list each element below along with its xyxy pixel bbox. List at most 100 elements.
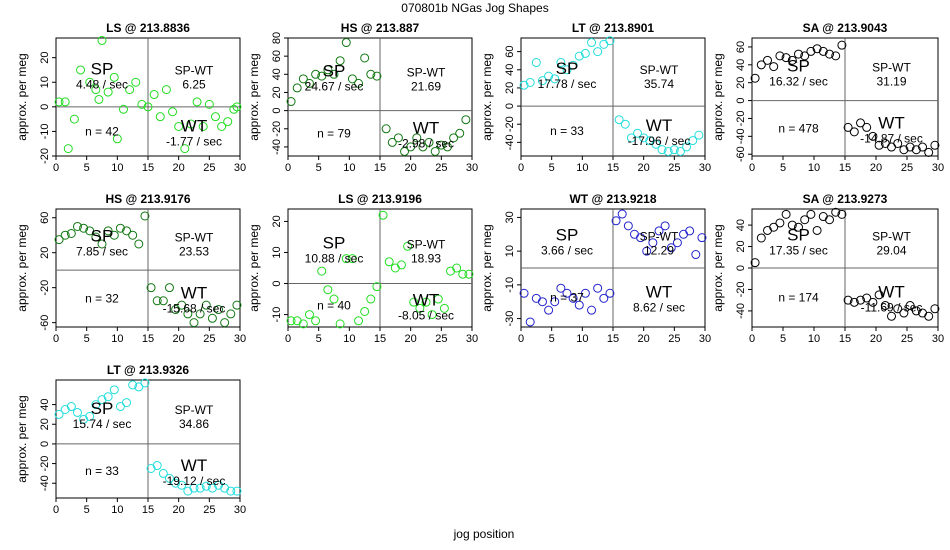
- data-point: [85, 411, 95, 421]
- data-point: [406, 142, 416, 152]
- y-tick-label: -20: [39, 148, 51, 164]
- data-point: [118, 104, 128, 114]
- data-point: [611, 216, 621, 226]
- wt-label: WT: [413, 118, 439, 137]
- y-tick-label: 30: [504, 211, 516, 223]
- sp-label: SP: [91, 59, 114, 78]
- data-point: [115, 223, 125, 233]
- n-count: n = 33: [85, 464, 119, 478]
- wt-rate: 8.62 / sec: [633, 301, 685, 315]
- data-point: [161, 85, 171, 95]
- wt-label: WT: [646, 116, 672, 135]
- y-tick-label: -40: [271, 139, 283, 155]
- x-tick-label: 15: [142, 333, 154, 345]
- data-point: [226, 486, 236, 496]
- data-point: [911, 145, 921, 155]
- data-point: [843, 122, 853, 132]
- data-point: [856, 295, 865, 305]
- data-point: [418, 142, 428, 152]
- data-point: [639, 133, 649, 143]
- data-point: [183, 309, 193, 319]
- data-point: [195, 309, 205, 319]
- x-tick-label: 20: [405, 162, 417, 174]
- data-point: [574, 51, 584, 61]
- data-point: [593, 283, 603, 293]
- y-tick-label: 10: [504, 245, 516, 257]
- n-count: n = 32: [85, 292, 119, 306]
- sp-label: SP: [787, 226, 810, 245]
- data-point: [372, 71, 382, 81]
- figure-title: 070801b NGas Jog Shapes: [401, 1, 548, 15]
- data-point: [654, 226, 664, 236]
- data-point: [409, 297, 419, 307]
- sp-rate: 10.88 / sec: [305, 251, 364, 265]
- y-tick-label: 0: [39, 441, 51, 447]
- y-tick-label: -10: [39, 123, 51, 139]
- y-tick-label: 20: [735, 240, 747, 252]
- y-tick-label: 80: [271, 32, 283, 44]
- data-point: [787, 220, 797, 230]
- data-point: [97, 35, 107, 45]
- x-tick-label: 5: [84, 504, 90, 516]
- data-point: [812, 225, 822, 235]
- data-point: [189, 318, 199, 328]
- y-axis-label: approx. per meg: [15, 53, 29, 140]
- data-point: [122, 398, 132, 408]
- data-point: [651, 139, 661, 149]
- panel-7: WT @ 213.9218 0 5 10 15 20 25 30 -30 -10 10 30 appro…: [480, 192, 711, 345]
- sp-wt-label: SP-WT: [175, 63, 214, 77]
- y-tick-label: 0: [39, 104, 51, 110]
- panel-9: LT @ 213.9326 0 5 10 15 20 25 30 -40 -20 0 20 40 appr…: [15, 363, 246, 516]
- data-point: [171, 478, 181, 488]
- data-point: [366, 69, 376, 79]
- wt-rate: -11.69 / sec: [861, 301, 923, 315]
- sp-wt-label: SP-WT: [872, 230, 911, 244]
- y-tick-label: 20: [39, 247, 51, 259]
- data-point: [756, 233, 766, 243]
- data-point: [880, 301, 890, 311]
- panel-title: LT @ 213.9326: [107, 363, 190, 377]
- data-point: [91, 232, 101, 242]
- x-tick-label: 25: [203, 504, 215, 516]
- data-point: [593, 47, 603, 57]
- data-point: [750, 258, 760, 268]
- data-point: [427, 310, 437, 320]
- data-point: [856, 118, 865, 128]
- x-tick-label: 25: [203, 333, 215, 345]
- data-point: [292, 316, 302, 326]
- sp-wt-value: 12.29: [644, 244, 674, 258]
- x-tick-label: 0: [285, 162, 291, 174]
- data-point: [525, 317, 535, 327]
- data-point: [292, 83, 302, 93]
- data-point: [697, 233, 707, 243]
- data-point: [893, 304, 903, 314]
- x-tick-label: 15: [839, 333, 851, 345]
- y-tick-label: -20: [504, 116, 516, 132]
- data-point: [620, 119, 630, 129]
- x-tick-label: 10: [343, 162, 355, 174]
- panel-title: LS @ 213.8836: [106, 21, 190, 35]
- data-point: [226, 309, 236, 319]
- data-point: [623, 221, 633, 231]
- y-tick-label: 60: [39, 212, 51, 224]
- data-point: [682, 142, 692, 152]
- data-point: [164, 283, 174, 293]
- wt-rate: -15.68 / sec: [163, 302, 226, 316]
- x-tick-label: 20: [638, 162, 650, 174]
- data-point: [232, 486, 242, 496]
- data-point: [128, 380, 138, 390]
- data-point: [403, 241, 413, 251]
- y-tick-label: 0: [271, 108, 283, 114]
- data-point: [455, 128, 465, 138]
- data-point: [688, 136, 698, 146]
- wt-rate: -14.87 / sec: [860, 131, 923, 145]
- y-tick-label: 0: [271, 280, 283, 286]
- y-tick-label: 60: [735, 41, 747, 53]
- data-point: [874, 290, 884, 300]
- sp-wt-label: SP-WT: [640, 230, 679, 244]
- x-tick-label: 25: [668, 162, 680, 174]
- data-point: [461, 115, 471, 125]
- data-point: [775, 51, 785, 61]
- data-point: [580, 288, 590, 298]
- data-point: [97, 395, 107, 405]
